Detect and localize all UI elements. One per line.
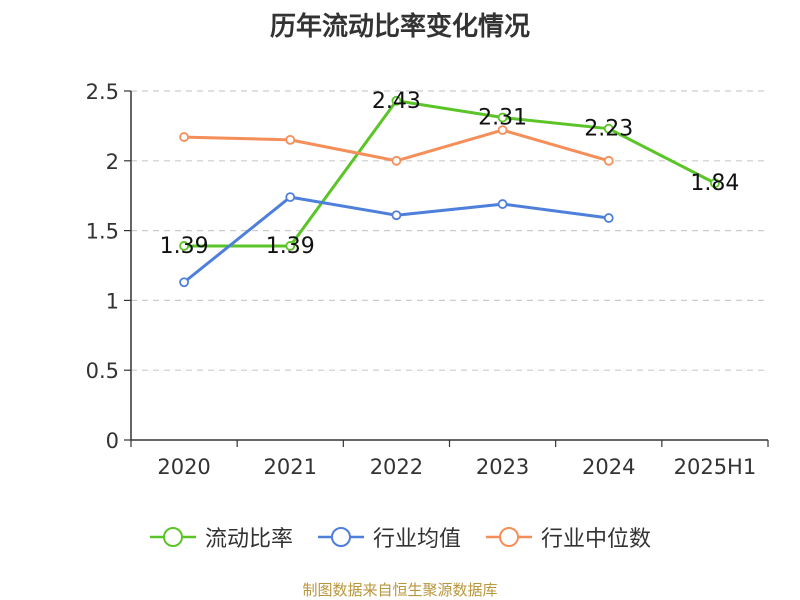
y-tick-label: 2.5 (86, 80, 119, 104)
x-tick-label: 2020 (157, 455, 210, 479)
data-point (285, 134, 296, 145)
y-tick-label: 2 (106, 150, 119, 174)
series-line (184, 99, 716, 248)
data-point (497, 199, 508, 209)
data-label: 2.43 (372, 89, 421, 114)
chart-title: 历年流动比率变化情况 (269, 12, 530, 42)
data-point (179, 277, 189, 288)
source-footer: 制图数据来自恒生聚源数据库 (302, 581, 498, 599)
y-tick-label: 1.5 (86, 220, 119, 244)
legend-marker (499, 527, 519, 547)
data-point (497, 125, 508, 135)
data-label: 1.84 (690, 171, 739, 196)
x-tick-label: 2024 (582, 455, 635, 479)
data-point (497, 112, 508, 123)
data-label: 2.31 (478, 106, 527, 131)
data-point (391, 95, 402, 106)
data-label: 1.39 (160, 234, 209, 259)
series-2 (179, 125, 614, 166)
x-tick-label: 2022 (370, 455, 423, 479)
data-point (179, 241, 189, 251)
y-tick-label: 0 (106, 429, 119, 453)
series-0 (179, 95, 720, 251)
legend-swatch (486, 527, 532, 547)
data-point (285, 241, 296, 251)
series-1 (179, 192, 614, 288)
legend-marker (162, 527, 183, 547)
legend: 流动比率 行业均值 行业中位数 (0, 520, 800, 554)
gridlines (131, 90, 768, 371)
legend-swatch (149, 527, 196, 547)
x-tick-label: 2025H1 (674, 455, 757, 479)
legend-item: 行业均值 (317, 521, 461, 553)
data-point (285, 192, 296, 202)
data-point (603, 213, 614, 223)
x-tick-label: 2023 (476, 455, 529, 479)
x-tick-label: 2021 (264, 455, 317, 479)
data-point (603, 123, 614, 134)
y-tick-label: 0.5 (86, 359, 119, 383)
series-line (183, 195, 609, 284)
legend-label: 行业均值 (372, 527, 461, 552)
legend-label: 行业中位数 (541, 527, 652, 552)
axes: 0 0.5 1 1.5 2 2.5 2020 2021 2022 2023 2024 2025H1 (86, 80, 769, 479)
data-label: 2.23 (584, 117, 633, 142)
legend-item: 行业中位数 (485, 521, 651, 553)
data-label: 1.39 (266, 234, 315, 259)
legend-swatch (317, 527, 364, 547)
data-point (391, 155, 402, 166)
y-tick-label: 1 (106, 289, 119, 313)
data-labels: 1.39 1.39 2.43 2.31 2.23 1.84 (160, 89, 740, 259)
data-point (710, 178, 720, 189)
legend-label: 流动比率 (204, 527, 293, 552)
legend-marker (330, 527, 351, 547)
data-point (603, 155, 614, 166)
data-point (391, 210, 402, 221)
legend-item: 流动比率 (149, 521, 293, 553)
series-lines (179, 95, 720, 288)
data-point (179, 132, 189, 142)
